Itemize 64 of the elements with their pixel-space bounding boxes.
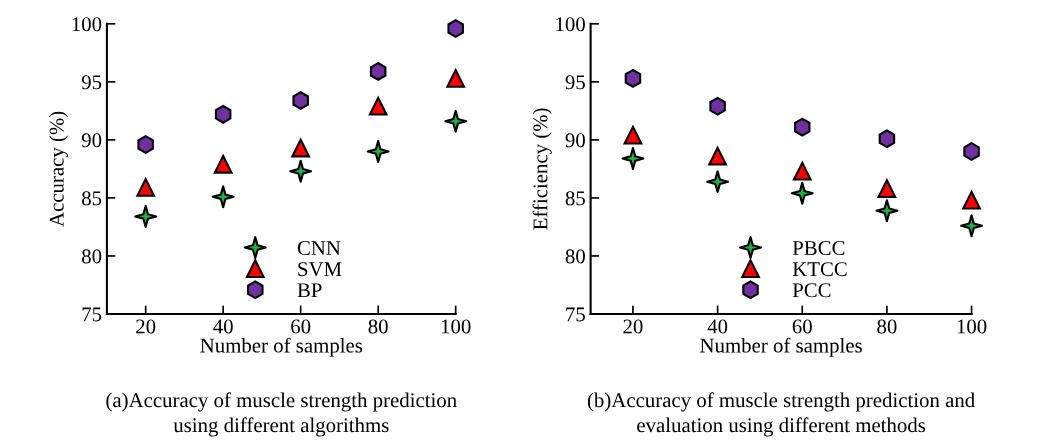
x-tick-label: 100 — [957, 319, 987, 334]
text: (a)Accuracy of muscle strength prediction using different algorithms — [106, 392, 457, 437]
x-axis-title: Number of samples — [700, 337, 862, 357]
point — [211, 185, 235, 209]
point — [623, 125, 643, 145]
point — [709, 96, 726, 116]
point — [790, 181, 814, 205]
x-tick-label: 60 — [792, 319, 812, 334]
y-tick-label: 95 — [81, 75, 102, 90]
point — [621, 147, 645, 170]
x-tick-label: 20 — [623, 319, 643, 334]
point — [444, 109, 468, 133]
y-tick-label: 85 — [82, 191, 102, 206]
x-tick-label: 40 — [707, 319, 728, 334]
point — [213, 154, 233, 174]
y-tick-label: 95 — [565, 75, 585, 90]
point — [878, 129, 896, 149]
point — [289, 159, 313, 183]
legend-label: KTCC — [792, 262, 847, 277]
point — [368, 96, 388, 116]
point — [292, 91, 309, 110]
y-tick-label: 75 — [566, 307, 585, 322]
point — [624, 68, 642, 88]
y-tick-label: 90 — [565, 133, 585, 148]
y-tick-label: 80 — [82, 249, 102, 264]
point — [877, 179, 897, 199]
point — [960, 214, 984, 238]
y-tick-label: 100 — [72, 17, 102, 32]
point — [708, 146, 727, 166]
legend-label: CNN — [297, 241, 341, 256]
x-tick-label: 20 — [136, 319, 156, 334]
x-tick-label: 100 — [441, 319, 471, 334]
y-tick-label: 75 — [82, 307, 102, 322]
point — [137, 135, 154, 154]
x-tick-label: 80 — [877, 319, 897, 334]
y-tick-label: 85 — [565, 191, 585, 206]
point — [875, 199, 899, 223]
text: (b)Accuracy of muscle strength prediction and evaluation using different methods — [587, 392, 975, 437]
point — [214, 104, 232, 124]
y-tick-label: 90 — [81, 133, 102, 148]
y-tick-label: 80 — [565, 249, 585, 264]
y-axis-title: Efficiency (%) — [532, 108, 552, 230]
point — [962, 190, 981, 210]
legend-label: BP — [297, 283, 322, 298]
y-tick-label: 100 — [556, 17, 585, 32]
point — [794, 117, 811, 137]
y-axis-title: Accuracy (%) — [49, 111, 69, 227]
legend-label: PBCC — [792, 241, 845, 256]
point — [134, 205, 158, 228]
point — [136, 178, 156, 197]
legend-label: SVM — [298, 262, 342, 277]
point — [446, 68, 466, 88]
point — [291, 138, 311, 158]
x-tick-label: 40 — [213, 319, 233, 334]
point — [366, 140, 390, 163]
point — [447, 19, 464, 38]
point — [792, 161, 812, 181]
x-axis-title: Number of samples — [200, 337, 363, 357]
point — [369, 62, 387, 81]
point — [963, 142, 980, 161]
x-tick-label: 60 — [291, 319, 311, 334]
x-tick-label: 80 — [368, 319, 388, 334]
legend-label: PCC — [792, 283, 831, 298]
point — [706, 170, 730, 194]
